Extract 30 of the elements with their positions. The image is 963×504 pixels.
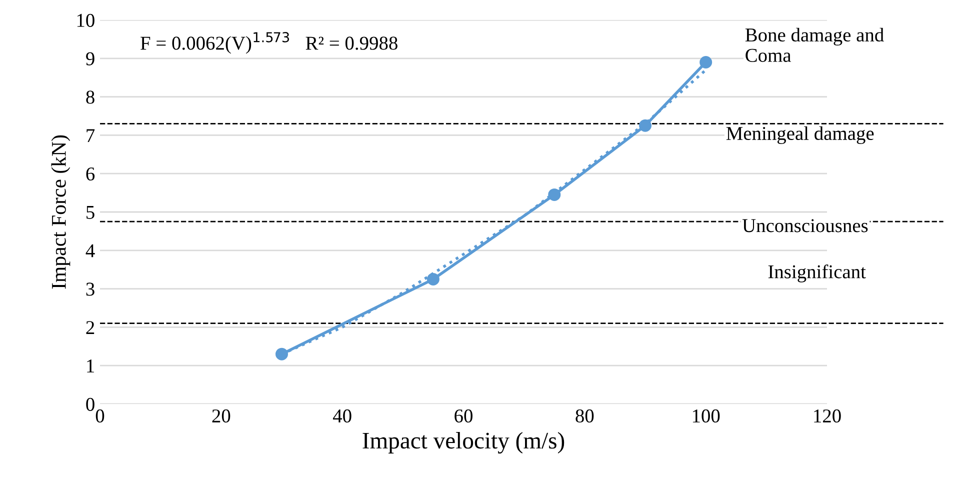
y-tick-label: 8 xyxy=(86,90,94,104)
x-tick-label: 120 xyxy=(814,409,841,423)
y-tick-label: 1 xyxy=(87,360,94,372)
x-tick-label: 80 xyxy=(576,409,594,423)
y-axis-title: Impact Force (kN) xyxy=(51,135,70,289)
point xyxy=(700,56,712,68)
y-tick-label: 5 xyxy=(86,206,94,219)
y-tick-label: 10 xyxy=(77,14,94,27)
y-tick-label: 6 xyxy=(86,167,95,181)
point xyxy=(276,348,288,360)
x-tick-label: 0 xyxy=(96,409,104,423)
annotation: Unconsciousnes xyxy=(742,219,868,232)
x-tick-label: 100 xyxy=(692,409,720,423)
y-tick-label: 9 xyxy=(86,52,94,66)
point xyxy=(548,188,561,201)
y-tick-label: 4 xyxy=(86,244,95,258)
annotation: Meningeal damage xyxy=(726,126,874,144)
y-tick-label: 2 xyxy=(86,321,94,334)
x-tick-label: 60 xyxy=(454,409,472,423)
text: F = 0.0062(V)$^{1.573}$ R² = 0.9988 xyxy=(140,32,398,54)
y-tick-label: 0 xyxy=(86,398,94,411)
y-tick-label: 7 xyxy=(86,129,95,142)
point xyxy=(426,272,440,286)
y-tick-label: 3 xyxy=(86,282,94,296)
x-tick-label: 40 xyxy=(332,409,352,423)
annotation: Insignificant xyxy=(768,264,866,282)
annotation: Bone damage and Coma xyxy=(745,28,884,62)
x-tick-label: 20 xyxy=(212,409,230,423)
x-axis-title: Impact velocity (m/s) xyxy=(362,432,564,454)
point xyxy=(639,119,652,132)
